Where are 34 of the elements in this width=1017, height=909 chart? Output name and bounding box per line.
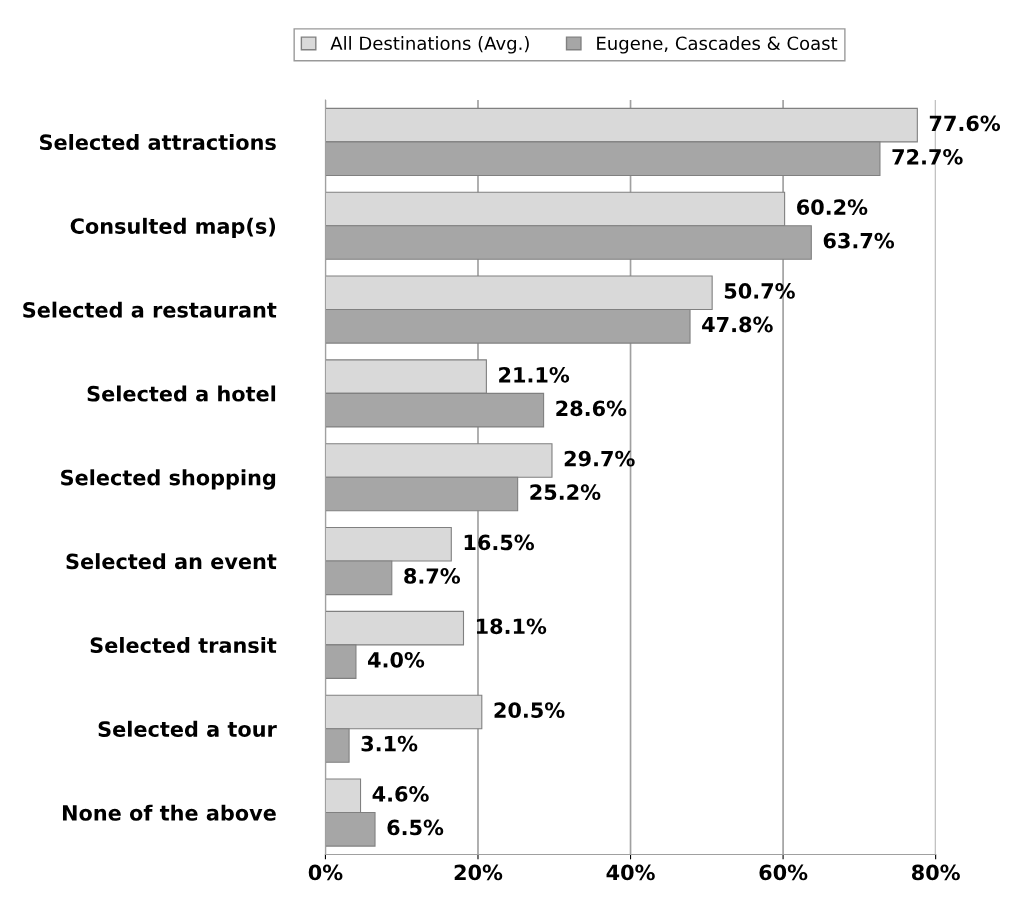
data-label: 4.0%: [368, 651, 425, 668]
data-label: 18.1%: [476, 618, 547, 635]
y-tick-label: Selected a restaurant: [23, 301, 277, 318]
x-tick-label: 20%: [454, 864, 503, 881]
data-label: 16.5%: [464, 534, 535, 551]
data-label: 60.2%: [797, 199, 868, 216]
data-label: 3.1%: [361, 735, 418, 752]
legend-label: All Destinations (Avg.): [330, 36, 529, 54]
legend-label: Eugene, Cascades & Coast: [597, 36, 838, 54]
y-tick-label: Selected an event: [66, 553, 277, 570]
data-label: 8.7%: [404, 568, 461, 584]
y-tick-label: Selected a tour: [98, 720, 277, 737]
data-label: 20.5%: [494, 702, 565, 718]
y-tick-label: Selected a hotel: [87, 385, 276, 402]
data-label: 50.7%: [724, 283, 795, 299]
data-label: 21.1%: [499, 366, 570, 383]
data-label: 77.6%: [929, 115, 1001, 132]
x-tick-label: 40%: [606, 864, 655, 881]
y-tick-label: None of the above: [62, 804, 276, 821]
y-tick-label: Selected attractions: [40, 133, 276, 151]
data-label: 4.6%: [372, 786, 429, 802]
y-tick-label: Selected transit: [90, 636, 277, 654]
data-label: 72.7%: [892, 148, 963, 165]
x-tick-label: 60%: [759, 864, 808, 881]
x-tick-label: 0%: [308, 864, 343, 881]
y-tick-label: Selected shopping: [61, 469, 276, 490]
data-label: 29.7%: [564, 450, 635, 467]
data-label: 63.7%: [823, 232, 895, 249]
data-label: 25.2%: [530, 484, 601, 501]
data-label: 6.5%: [387, 819, 444, 836]
y-tick-label: Consulted map(s): [70, 217, 276, 238]
x-tick-label: 80%: [911, 864, 960, 881]
data-label: 28.6%: [556, 400, 627, 417]
data-label: 47.8%: [702, 316, 773, 333]
